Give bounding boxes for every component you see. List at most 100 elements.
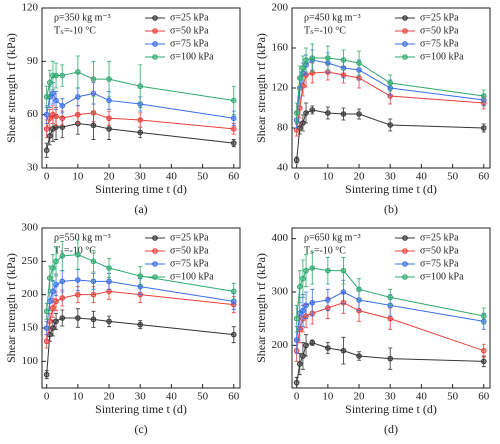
marker — [137, 321, 144, 328]
marker — [296, 283, 303, 290]
x-tick-label: 60 — [228, 391, 240, 403]
marker — [480, 358, 487, 365]
marker — [340, 289, 347, 295]
y-axis-label: Shear strength τf (kPa) — [254, 33, 268, 143]
x-tick-label: 50 — [197, 391, 209, 403]
y-tick-label: 300 — [272, 286, 289, 298]
legend-label: σ=50 kPa — [170, 25, 209, 36]
marker — [303, 267, 309, 274]
series: σ=25 kPa — [43, 12, 237, 158]
x-tick-label: 10 — [322, 391, 334, 403]
y-tick-label: 40 — [277, 162, 289, 174]
line — [296, 57, 484, 114]
panel-label: (b) — [384, 202, 398, 216]
legend-label: σ=25 kPa — [420, 232, 459, 243]
marker — [309, 55, 316, 61]
legend-marker — [152, 41, 158, 47]
series: σ=100 kPa — [43, 51, 237, 116]
x-axis-label: Sintering time t (d) — [345, 182, 437, 196]
panel-label: (a) — [134, 202, 147, 216]
x-tick-label: 30 — [135, 171, 147, 183]
marker — [50, 90, 56, 97]
marker — [75, 291, 81, 298]
marker — [90, 110, 97, 116]
legend-label: σ=100 kPa — [170, 51, 214, 62]
marker — [300, 65, 306, 71]
marker — [59, 115, 66, 122]
marker — [53, 258, 59, 265]
legend-label: σ=50 kPa — [420, 25, 459, 36]
series: σ=50 kPa — [43, 245, 237, 349]
marker — [43, 338, 50, 345]
x-tick-label: 30 — [385, 391, 397, 403]
y-tick-label: 160 — [272, 42, 289, 54]
legend-label: σ=100 kPa — [420, 271, 464, 282]
x-tick-label: 50 — [447, 171, 459, 183]
marker — [106, 278, 112, 285]
x-axis-label: Sintering time t (d) — [95, 182, 187, 196]
y-tick-label: 200 — [22, 288, 39, 300]
y-tick-label: 300 — [22, 222, 39, 234]
marker — [293, 157, 300, 163]
x-tick-label: 60 — [478, 171, 490, 183]
line — [296, 342, 484, 383]
marker — [480, 313, 487, 319]
legend-marker — [402, 274, 408, 280]
legend-marker — [152, 28, 158, 34]
series: σ=50 kPa — [43, 25, 237, 139]
legend-marker — [402, 41, 408, 47]
marker — [340, 111, 347, 117]
x-tick-label: 60 — [228, 171, 240, 183]
marker — [75, 94, 81, 100]
marker — [75, 277, 81, 283]
marker — [387, 294, 394, 301]
x-axis-label: Sintering time t (d) — [345, 402, 437, 416]
x-tick-label: 50 — [447, 391, 459, 403]
marker — [387, 355, 394, 362]
marker — [106, 97, 112, 104]
marker — [43, 308, 50, 315]
marker — [356, 111, 362, 117]
marker — [53, 97, 59, 104]
marker — [46, 115, 53, 122]
x-tick-label: 0 — [294, 391, 300, 403]
x-tick-label: 10 — [72, 171, 84, 183]
marker — [230, 331, 237, 338]
marker — [309, 107, 316, 113]
marker — [230, 126, 237, 132]
x-tick-label: 10 — [72, 391, 84, 403]
marker — [303, 302, 309, 309]
series: σ=25 kPa — [293, 232, 487, 389]
x-tick-label: 10 — [322, 171, 334, 183]
legend-label: σ=75 kPa — [170, 258, 209, 269]
marker — [480, 93, 487, 99]
y-tick-label: 250 — [22, 255, 39, 267]
legend-label: σ=50 kPa — [420, 245, 459, 256]
marker — [293, 337, 300, 343]
marker — [106, 318, 112, 325]
legend-marker — [152, 235, 158, 241]
marker — [303, 110, 309, 116]
legend-label: σ=25 kPa — [420, 12, 459, 23]
x-tick-label: 40 — [166, 171, 178, 183]
marker — [340, 57, 347, 63]
marker — [43, 325, 50, 331]
marker — [53, 281, 59, 288]
legend-marker — [152, 274, 158, 280]
series: σ=100 kPa — [293, 43, 487, 124]
legend-marker — [402, 248, 408, 254]
marker — [59, 278, 66, 285]
y-tick-label: 100 — [22, 355, 39, 367]
x-tick-label: 50 — [197, 171, 209, 183]
marker — [356, 286, 362, 293]
marker — [300, 275, 306, 282]
marker — [75, 315, 81, 321]
legend-marker — [402, 28, 408, 34]
y-tick-label: 200 — [272, 2, 289, 14]
x-tick-label: 20 — [354, 391, 366, 403]
x-tick-label: 0 — [294, 171, 300, 183]
line — [46, 71, 234, 101]
x-axis-label: Sintering time t (d) — [95, 402, 187, 416]
y-tick-label: 120 — [272, 82, 289, 94]
marker — [90, 258, 97, 265]
